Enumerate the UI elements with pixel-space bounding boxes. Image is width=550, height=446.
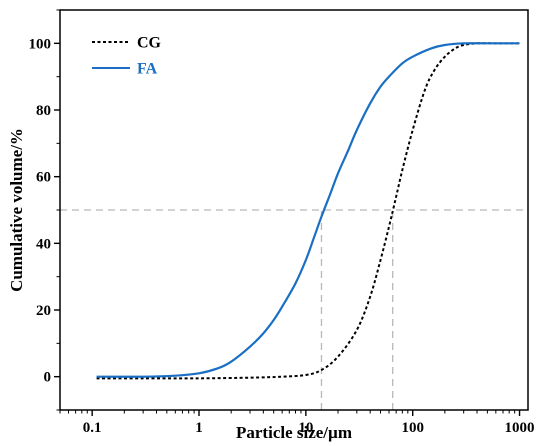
y-tick-label: 60 xyxy=(36,170,51,186)
x-tick-label: 1 xyxy=(195,420,203,436)
x-axis: 0.1 1 10 100 1000 xyxy=(59,410,535,436)
y-tick-label: 80 xyxy=(36,103,51,119)
x-tick-label: 0.1 xyxy=(83,420,102,436)
reference-lines xyxy=(60,209,528,410)
y-tick-label: 20 xyxy=(36,303,51,319)
y-tick-label: 0 xyxy=(44,370,52,386)
legend-label-cg: CG xyxy=(137,35,162,52)
y-tick-label: 100 xyxy=(29,36,52,52)
y-axis-title: Cumulative volume/% xyxy=(7,128,26,292)
y-tick-label: 40 xyxy=(36,236,51,252)
series-line-cg xyxy=(96,42,520,380)
legend: CG FA xyxy=(92,35,162,78)
x-tick-label: 100 xyxy=(401,420,424,436)
series-line-fa xyxy=(96,42,520,378)
series-layer xyxy=(96,42,520,380)
legend-label-fa: FA xyxy=(137,61,158,78)
x-tick-label: 10 xyxy=(298,420,313,436)
y-axis: 0 20 40 60 80 100 xyxy=(29,9,60,411)
x-tick-label: 1000 xyxy=(505,420,535,436)
x-axis-title: Particle size/µm xyxy=(236,423,352,442)
